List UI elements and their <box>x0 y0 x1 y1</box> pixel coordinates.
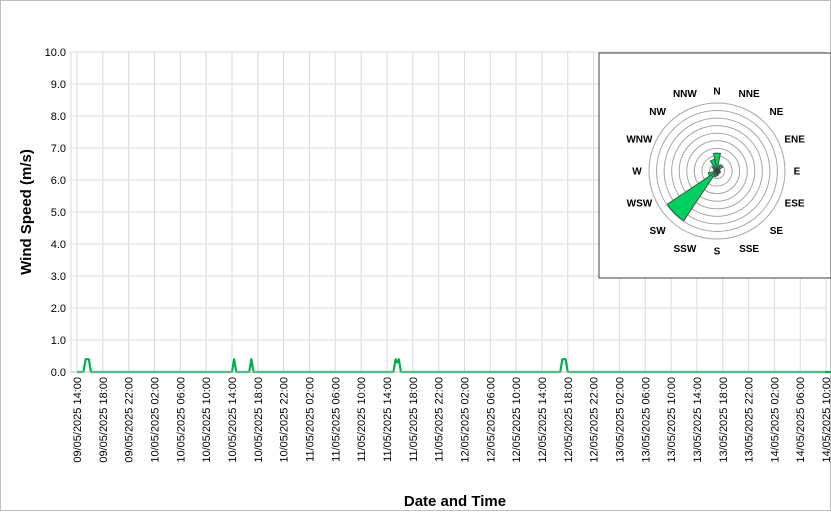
x-tick-label: 13/05/2025 18:00 <box>718 377 730 463</box>
wind-rose-label-w: W <box>632 167 642 178</box>
y-tick-labels: 0.0 1.0 2.0 3.0 4.0 5.0 6.0 7.0 8.0 9.0 10.0 <box>45 47 66 379</box>
wind-rose-label-ene: ENE <box>784 134 805 145</box>
y-tick-label: 9.0 <box>51 79 66 91</box>
y-tick-label: 2.0 <box>51 303 66 315</box>
x-tick-label: 12/05/2025 02:00 <box>459 377 471 463</box>
wind-rose-label-wsw: WSW <box>627 199 653 210</box>
x-tick-label: 13/05/2025 06:00 <box>640 377 652 463</box>
y-tick-label: 4.0 <box>51 239 66 251</box>
x-tick-label: 12/05/2025 22:00 <box>589 377 601 463</box>
wind-rose-label-se: SE <box>770 226 784 237</box>
y-axis-title: Wind Speed (m/s) <box>18 149 35 275</box>
x-tick-label: 09/05/2025 14:00 <box>72 377 84 463</box>
wind-rose-inset: N NNE NE ENE E ESE SE SSE S SSW SW WSW W WNW NW NNW <box>599 53 831 278</box>
x-tick-label: 14/05/2025 06:00 <box>795 377 807 463</box>
wind-rose-label-sse: SSE <box>739 244 759 255</box>
x-tick-label: 13/05/2025 22:00 <box>744 377 756 463</box>
y-tick-label: 10.0 <box>45 47 66 59</box>
x-tick-label: 11/05/2025 14:00 <box>382 377 394 462</box>
y-tick-label: 3.0 <box>51 271 66 283</box>
wind-rose-label-sw: SW <box>650 226 667 237</box>
x-tick-label: 09/05/2025 18:00 <box>98 377 110 463</box>
wind-rose-label-ne: NE <box>769 107 783 118</box>
x-tick-label: 09/05/2025 22:00 <box>124 377 136 463</box>
wind-rose-label-s: S <box>714 247 721 258</box>
x-tick-label: 12/05/2025 06:00 <box>485 377 497 463</box>
x-tick-label: 11/05/2025 22:00 <box>434 377 446 462</box>
x-tick-label: 10/05/2025 14:00 <box>227 377 239 463</box>
wind-rose-label-ssw: SSW <box>674 244 697 255</box>
y-tick-label: 6.0 <box>51 175 66 187</box>
series-line <box>77 359 831 372</box>
x-tick-label: 11/05/2025 02:00 <box>304 377 316 462</box>
x-tick-label: 12/05/2025 18:00 <box>563 377 575 463</box>
y-tick-label: 8.0 <box>51 111 66 123</box>
x-tick-label: 14/05/2025 02:00 <box>769 377 781 463</box>
x-tick-label: 10/05/2025 22:00 <box>279 377 291 463</box>
y-tick-label: 5.0 <box>51 207 66 219</box>
wind-rose-label-nw: NW <box>649 107 666 118</box>
y-tick-label: 1.0 <box>51 335 66 347</box>
x-tick-label: 13/05/2025 10:00 <box>666 377 678 463</box>
wind-rose-label-nnw: NNW <box>673 89 697 100</box>
x-tick-label: 13/05/2025 02:00 <box>614 377 626 463</box>
x-tick-labels: 09/05/2025 14:00 09/05/2025 18:00 09/05/20… <box>72 377 831 463</box>
wind-rose-label-wnw: WNW <box>626 134 653 145</box>
x-tick-label: 10/05/2025 06:00 <box>175 377 187 463</box>
x-tick-label: 11/05/2025 06:00 <box>330 377 342 462</box>
wind-rose-label-n: N <box>713 87 720 98</box>
wind-rose-label-e: E <box>794 167 801 178</box>
x-axis-title: Date and Time <box>404 493 506 510</box>
wind-rose-label-nne: NNE <box>739 89 760 100</box>
x-tick-label: 11/05/2025 10:00 <box>356 377 368 462</box>
x-tick-label: 14/05/2025 10:00 <box>821 377 831 463</box>
x-tick-label: 10/05/2025 02:00 <box>149 377 161 463</box>
x-tick-label: 12/05/2025 10:00 <box>511 377 523 463</box>
wind-speed-series <box>77 359 831 372</box>
y-tick-label: 7.0 <box>51 143 66 155</box>
x-tick-label: 11/05/2025 18:00 <box>408 377 420 462</box>
x-tick-label: 12/05/2025 14:00 <box>537 377 549 463</box>
y-tick-label: 0.0 <box>51 367 66 379</box>
x-tick-label: 10/05/2025 10:00 <box>201 377 213 463</box>
x-tick-label: 13/05/2025 14:00 <box>692 377 704 463</box>
x-tick-label: 10/05/2025 18:00 <box>253 377 265 463</box>
wind-rose-label-ese: ESE <box>785 199 805 210</box>
